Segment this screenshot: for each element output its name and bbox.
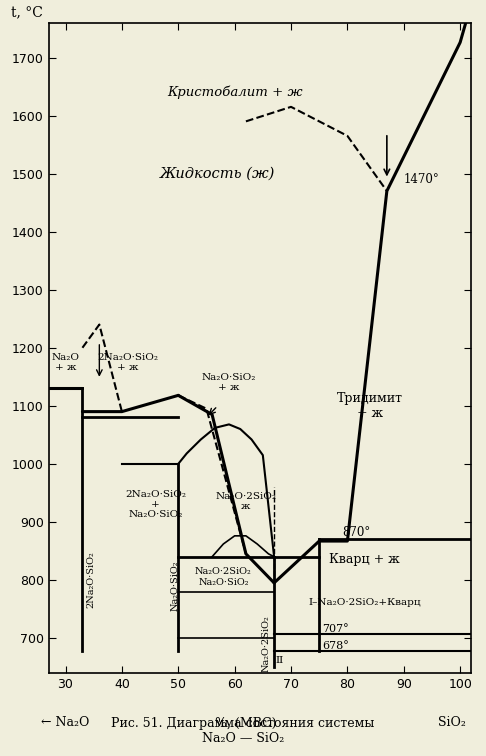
Text: I–Na₂O·2SiO₂+Кварц: I–Na₂O·2SiO₂+Кварц — [308, 597, 420, 606]
Text: t, °C: t, °C — [11, 5, 42, 20]
Text: Тридимит
+ ж: Тридимит + ж — [337, 392, 403, 420]
Text: Кварц + ж: Кварц + ж — [329, 553, 399, 566]
Text: 1470°: 1470° — [404, 173, 439, 186]
Text: 870°: 870° — [342, 526, 370, 539]
Text: Na₂O·2SiO₂
Na₂O·SiO₂: Na₂O·2SiO₂ Na₂O·SiO₂ — [195, 567, 252, 587]
Text: %, (МВС): %, (МВС) — [215, 717, 277, 730]
Text: 2Na₂O·SiO₂
+
Na₂O·SiO₂: 2Na₂O·SiO₂ + Na₂O·SiO₂ — [125, 490, 186, 519]
Text: Na₂O·2SiO₂
ж: Na₂O·2SiO₂ ж — [215, 492, 277, 511]
Text: Na₂O·SiO₂: Na₂O·SiO₂ — [171, 560, 180, 611]
Text: Жидкость (ж): Жидкость (ж) — [160, 166, 276, 181]
Text: Кристобалит + ж: Кристобалит + ж — [167, 85, 302, 99]
Text: Na₂O
+ ж: Na₂O + ж — [52, 352, 80, 372]
Text: ← Na₂O: ← Na₂O — [41, 717, 90, 730]
Text: 678°: 678° — [322, 641, 349, 651]
Text: 2Na₂O·SiO₂: 2Na₂O·SiO₂ — [87, 552, 95, 609]
Text: Рис. 51. Диаграмма состояния системы
Na₂O — SiO₂: Рис. 51. Диаграмма состояния системы Na₂… — [111, 717, 375, 745]
Text: 2Na₂O·SiO₂
+ ж: 2Na₂O·SiO₂ + ж — [97, 352, 158, 372]
Text: 707°: 707° — [322, 624, 348, 634]
Text: SiO₂: SiO₂ — [438, 717, 466, 730]
Text: Na₂O·2SiO₂: Na₂O·2SiO₂ — [261, 615, 270, 672]
Text: II: II — [276, 655, 284, 665]
Text: Na₂O·SiO₂
+ ж: Na₂O·SiO₂ + ж — [202, 373, 256, 392]
